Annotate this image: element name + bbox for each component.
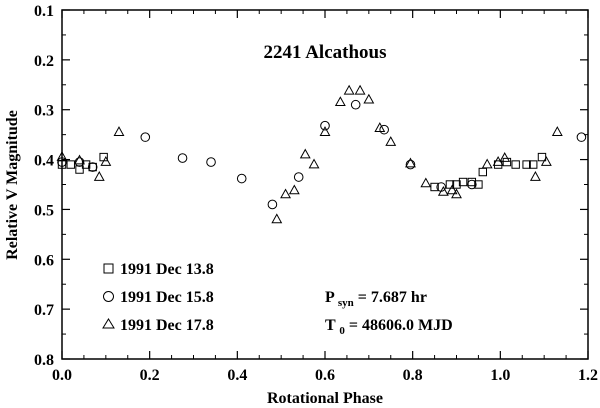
point-circle (177, 153, 188, 163)
point-square (511, 160, 520, 169)
point-square (474, 180, 483, 189)
point-square (445, 180, 455, 189)
point-square (75, 165, 84, 174)
point-circle (267, 199, 278, 210)
point-circle (576, 132, 587, 142)
point-triangle (93, 170, 105, 181)
y-tick-label: 0.4 (34, 153, 54, 170)
legend-triangle-marker (102, 318, 115, 329)
point-triangle (499, 152, 511, 162)
point-square (66, 160, 75, 169)
point-circle (87, 162, 98, 172)
period-annotation: P syn = 7.687 hr (325, 289, 427, 310)
point-circle (74, 157, 85, 167)
y-tick-label: 0.5 (34, 202, 54, 219)
legend-label-dec17: 1991 Dec 17.8 (120, 317, 214, 334)
y-tick-label: 0.7 (34, 302, 54, 319)
y-tick-label: 0.2 (34, 53, 54, 70)
point-triangle (529, 170, 541, 181)
point-triangle (319, 126, 331, 136)
point-triangle (100, 156, 112, 166)
point-triangle (405, 157, 416, 168)
point-triangle (481, 158, 493, 169)
y-tick-label: 0.8 (34, 352, 54, 369)
y-tick-label: 0.6 (34, 252, 54, 269)
legend: 1991 Dec 13.8 1991 Dec 15.8 1991 Dec 17.… (102, 261, 214, 334)
data-points (56, 84, 587, 224)
x-tick-label: 1.0 (490, 367, 510, 384)
point-triangle (354, 84, 366, 95)
x-tick-label: 0.0 (52, 367, 72, 384)
axis-ticks: 0.0 0.2 0.4 0.6 0.8 1.0 1.2 0.1 0.2 0.3 0.4 0.5 0.6 0… (34, 3, 598, 384)
y-tick-label: 0.1 (34, 3, 54, 20)
point-circle (320, 120, 330, 131)
legend-circle-marker (103, 291, 114, 302)
x-axis-label: Rotational Phase (267, 390, 383, 407)
point-circle (467, 179, 477, 190)
chart-title: 2241 Alcathous (264, 42, 387, 63)
point-triangle (56, 151, 68, 161)
point-square (452, 180, 461, 189)
legend-square-marker (103, 263, 114, 274)
legend-label-dec15: 1991 Dec 15.8 (120, 289, 214, 306)
x-tick-label: 1.2 (578, 367, 598, 384)
point-triangle (363, 93, 375, 104)
point-triangle (113, 126, 125, 136)
period-symbol: P (325, 289, 335, 306)
point-triangle (280, 188, 291, 199)
point-triangle (446, 184, 458, 195)
epoch-subscript: 0 (339, 325, 345, 337)
point-square (502, 157, 512, 167)
point-circle (293, 172, 304, 182)
epoch-value: = 48606.0 MJD (349, 317, 453, 334)
period-value: = 7.687 hr (358, 289, 427, 306)
x-tick-label: 0.2 (140, 367, 160, 384)
point-square (88, 162, 97, 172)
point-triangle (385, 136, 397, 146)
point-triangle (451, 188, 462, 199)
point-triangle (420, 177, 432, 188)
x-tick-label: 0.6 (315, 367, 335, 384)
point-triangle (288, 184, 300, 195)
y-axis-label: Relative V Magnitude (4, 110, 21, 260)
point-triangle (374, 122, 386, 132)
point-triangle (271, 213, 283, 224)
point-square (458, 177, 468, 187)
point-circle (379, 124, 389, 135)
point-square (522, 160, 531, 169)
period-subscript: syn (338, 297, 354, 309)
epoch-annotation: T 0 = 48606.0 MJD (325, 317, 453, 338)
x-tick-label: 0.4 (227, 367, 247, 384)
legend-label-dec13: 1991 Dec 13.8 (120, 261, 214, 278)
y-tick-label: 0.3 (34, 103, 54, 120)
point-triangle (334, 96, 346, 107)
point-circle (140, 132, 151, 142)
point-square (478, 167, 488, 177)
point-triangle (343, 84, 355, 95)
point-triangle (74, 154, 85, 165)
point-triangle (551, 126, 563, 136)
point-triangle (308, 158, 320, 169)
point-square (537, 152, 547, 162)
point-circle (236, 173, 247, 184)
point-triangle (299, 148, 311, 159)
point-triangle (540, 156, 552, 166)
point-circle (405, 159, 416, 170)
point-circle (206, 157, 216, 167)
x-tick-label: 0.8 (403, 367, 423, 384)
annotations: P syn = 7.687 hr T 0 = 48606.0 MJD (325, 289, 453, 338)
point-circle (350, 99, 361, 110)
point-square (529, 160, 538, 169)
point-circle (57, 157, 67, 167)
point-square (81, 160, 91, 169)
point-triangle (437, 185, 449, 196)
epoch-symbol: T (325, 317, 336, 334)
